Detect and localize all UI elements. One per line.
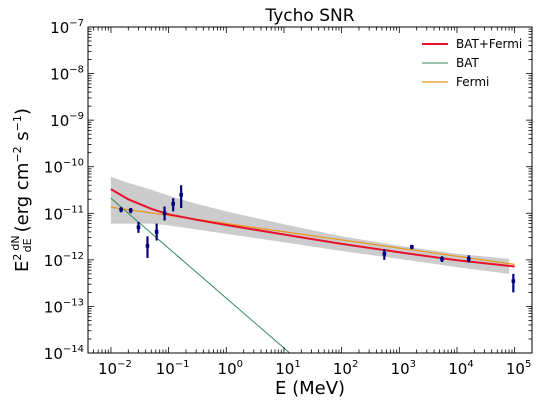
y-tick-label: 10−13 bbox=[44, 297, 84, 316]
data-point-marker bbox=[466, 257, 471, 261]
data-point bbox=[440, 256, 444, 262]
data-point bbox=[162, 206, 167, 221]
data-point-marker bbox=[145, 244, 150, 248]
y-label-units-open: (erg cm bbox=[12, 163, 33, 233]
legend-label: BAT bbox=[456, 56, 480, 70]
x-tick-label: 103 bbox=[391, 359, 416, 378]
data-point bbox=[466, 255, 471, 263]
y-tick-label: 10−8 bbox=[50, 65, 84, 84]
legend-item-fermi: Fermi bbox=[422, 75, 489, 89]
y-label-units-exp1: −2 bbox=[11, 146, 24, 162]
data-point-marker bbox=[154, 230, 159, 234]
y-label-exponent: 2 bbox=[11, 254, 24, 261]
data-point-marker bbox=[382, 251, 387, 256]
data-point-marker bbox=[136, 225, 141, 230]
legend-item-bat: BAT bbox=[422, 56, 480, 70]
data-point-marker bbox=[511, 279, 516, 283]
x-tick-label: 10−1 bbox=[156, 359, 190, 378]
data-point bbox=[145, 236, 150, 258]
data-point-marker bbox=[410, 245, 414, 249]
x-tick-label: 102 bbox=[333, 359, 358, 378]
y-label-units-s: s bbox=[12, 131, 33, 146]
y-tick-label: 10−9 bbox=[50, 111, 84, 130]
legend: BAT+Fermi BAT Fermi bbox=[422, 37, 522, 89]
data-point bbox=[382, 249, 387, 260]
tick-labels-layer: 10−2 10−1 100 101 102 103 104 105 10−14 10−13 10−1… bbox=[44, 18, 532, 378]
data-point bbox=[136, 221, 141, 233]
plot-frame bbox=[87, 26, 533, 354]
legend-label: BAT+Fermi bbox=[456, 37, 522, 51]
y-label-units-exp2: −1 bbox=[11, 115, 24, 131]
data-point bbox=[128, 207, 133, 214]
y-axis-label: E2 dNdE (erg cm−2 s−1) bbox=[9, 108, 34, 272]
data-point bbox=[410, 244, 414, 250]
y-tick-label: 10−7 bbox=[50, 18, 84, 37]
y-label-frac-den: dE bbox=[21, 238, 34, 252]
data-point bbox=[154, 223, 159, 241]
series-line-bat bbox=[110, 197, 291, 353]
data-point bbox=[119, 207, 123, 213]
svg-text:E2dNdE(erg cm−2 s−1): E2 dNdE (erg cm−2 s−1) bbox=[9, 108, 34, 272]
y-tick-label: 10−10 bbox=[44, 158, 84, 177]
x-tick-label: 10−2 bbox=[98, 359, 132, 378]
legend-item-bat-fermi: BAT+Fermi bbox=[422, 37, 522, 51]
x-tick-label: 105 bbox=[506, 359, 531, 378]
x-tick-label: 101 bbox=[275, 359, 300, 378]
plot-border bbox=[87, 26, 533, 354]
data-point-marker bbox=[128, 208, 133, 213]
y-tick-label: 10−11 bbox=[44, 204, 84, 223]
data-point bbox=[511, 273, 516, 293]
data-point bbox=[171, 198, 175, 212]
y-label-prefix: E bbox=[12, 261, 33, 272]
chart-title: Tycho SNR bbox=[264, 6, 354, 26]
x-axis-label: E (MeV) bbox=[275, 378, 345, 399]
data-point-marker bbox=[179, 192, 183, 197]
data-point-marker bbox=[119, 207, 123, 212]
x-tick-label: 100 bbox=[218, 359, 243, 378]
y-tick-label: 10−12 bbox=[44, 251, 84, 270]
data-point-marker bbox=[171, 201, 175, 206]
data-point-marker bbox=[440, 257, 444, 261]
series-lines-layer bbox=[110, 188, 515, 353]
legend-label: Fermi bbox=[456, 75, 489, 89]
y-label-frac-num: dN bbox=[9, 235, 22, 250]
series-line-bat-fermi bbox=[110, 188, 515, 268]
data-point bbox=[179, 185, 183, 208]
data-points-layer bbox=[119, 185, 516, 293]
y-label-units-close: ) bbox=[12, 108, 33, 115]
data-point-marker bbox=[162, 211, 167, 216]
y-tick-label: 10−14 bbox=[44, 344, 84, 363]
x-tick-label: 104 bbox=[448, 359, 473, 378]
axis-ticks-layer bbox=[87, 26, 533, 354]
